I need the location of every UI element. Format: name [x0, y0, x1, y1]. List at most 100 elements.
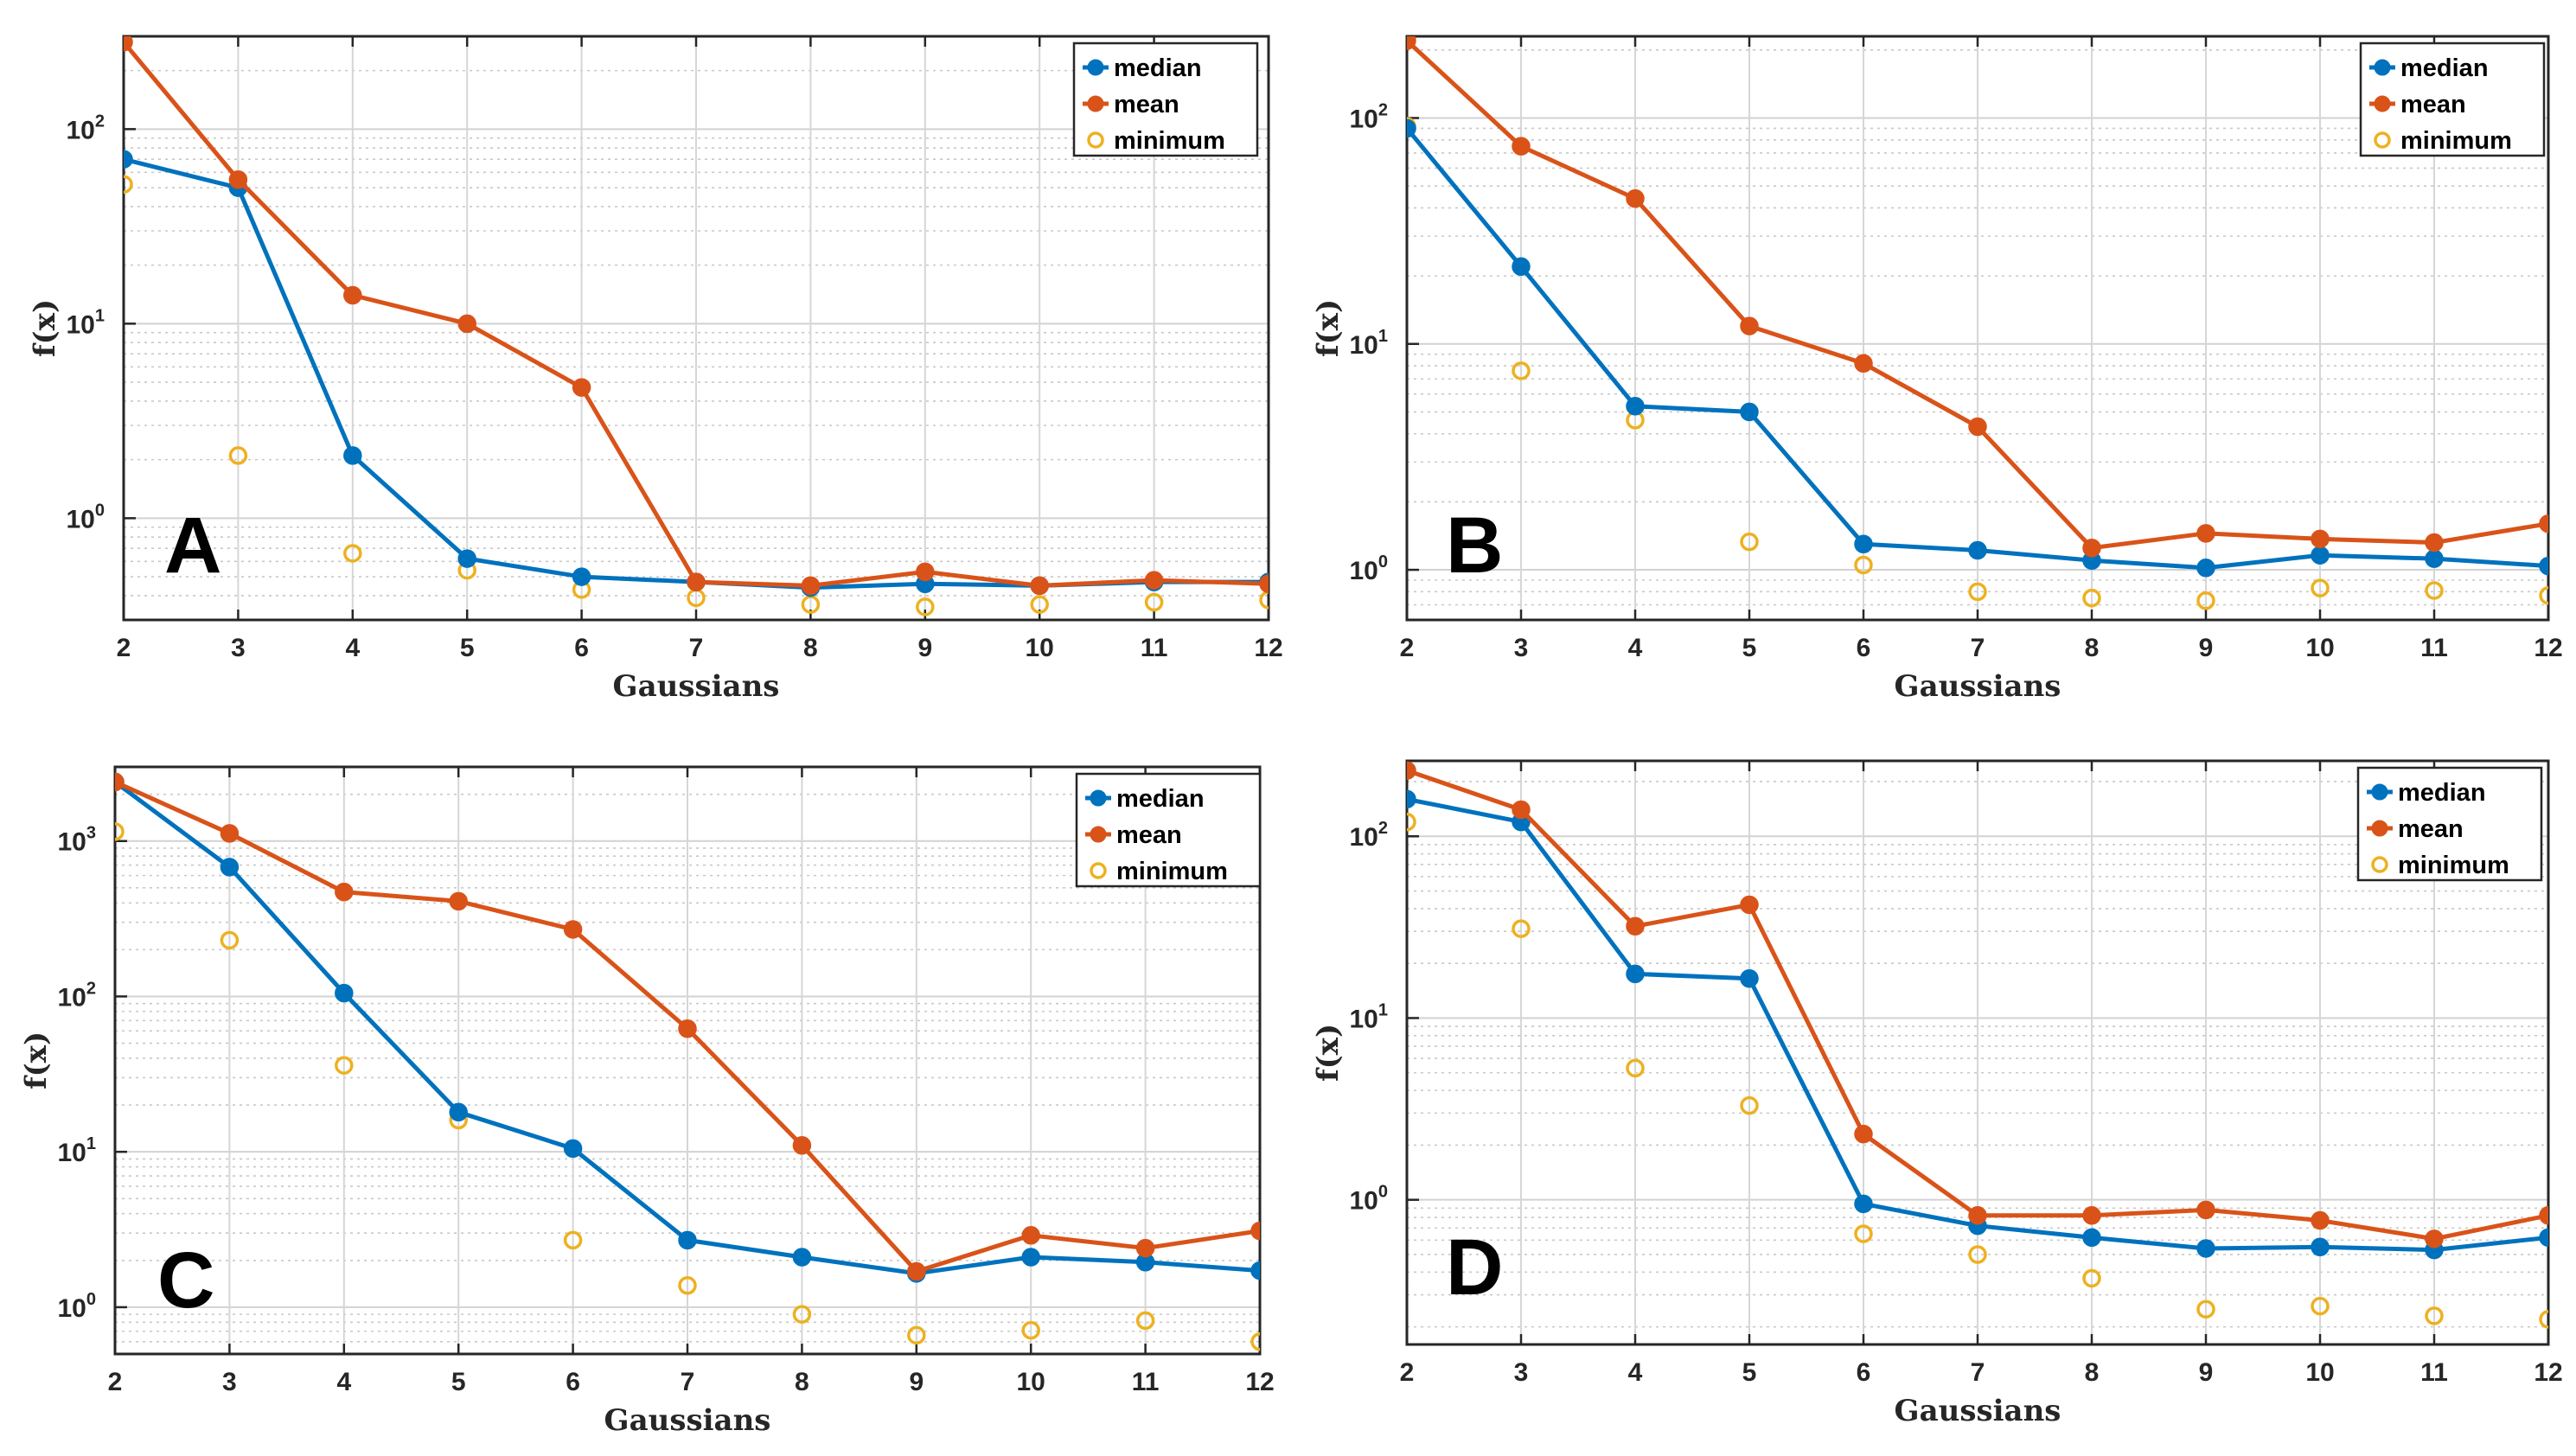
panel-d-minimum-point	[2082, 1268, 2101, 1288]
panel-b-x-tick-label: 7	[1971, 634, 1985, 662]
panel-c-mean-point	[907, 1261, 926, 1281]
panel-a-mean-point	[457, 314, 476, 334]
panel-c-x-tick-label: 7	[681, 1368, 695, 1396]
panel-c-series-median	[115, 772, 1260, 1283]
panel-d-legend-marker-minimum	[2371, 856, 2388, 873]
panel-a-minimum-point	[228, 446, 248, 465]
panel-b-median-point	[2311, 546, 2330, 565]
panel-b-legend: median mean minimum	[2359, 42, 2546, 157]
panel-a-mean-point	[1144, 571, 1164, 590]
panel-d-minimum-point	[2425, 1306, 2444, 1325]
panel-a-minimum-point	[916, 597, 935, 616]
panel-b-legend-marker-mean	[2374, 95, 2391, 112]
panel-c-mean-point	[220, 824, 240, 843]
panel-c-y-tick-label: 100	[58, 1290, 97, 1323]
panel-c-x-tick-label: 9	[909, 1368, 924, 1396]
panel-a-mean-point	[801, 576, 821, 596]
panel-b-legend-marker-median	[2374, 59, 2391, 76]
panel-a-legend: median mean minimum	[1072, 42, 1259, 157]
panel-c-minimum-point	[678, 1276, 697, 1295]
panel-b-mean-point	[1626, 188, 1645, 208]
panel-d-x-tick-label: 11	[2420, 1358, 2448, 1387]
panel-b-minimum-point	[1740, 532, 1759, 552]
panel-b-x-tick-label: 5	[1742, 634, 1757, 662]
panel-c-median-point	[1021, 1248, 1040, 1267]
panel-a-x-tick-label: 2	[117, 634, 131, 662]
panel-c-x-tick-label: 11	[1132, 1368, 1160, 1396]
panel-d-y-axis-label: f(x)	[1311, 1024, 1346, 1082]
panel-b-x-tick-label: 8	[2085, 634, 2100, 662]
panel-d-minimum-point	[1740, 1095, 1759, 1115]
panel-c-minimum-point	[1250, 1332, 1260, 1351]
panel-d-legend-marker-median	[2371, 783, 2388, 801]
panel-c-x-tick-label: 4	[336, 1368, 351, 1396]
panel-a-mean-point	[572, 378, 591, 397]
panel-a-x-tick-label: 11	[1141, 634, 1168, 662]
panel-b-mean-point	[2311, 529, 2330, 549]
panel-c-mean-point	[563, 920, 583, 939]
panel-b-minimum-point	[2311, 578, 2330, 597]
panel-d-mean-point	[1512, 800, 1531, 820]
panel-d: 2 3 4 5 6 7 8 9 10 11 12 100 101 102 Gaussians f(x) Dmed…	[1311, 759, 2563, 1428]
panel-d-x-tick-label: 8	[2085, 1358, 2100, 1387]
panel-b-series-mean	[1407, 36, 2548, 558]
panel-b-median-point	[1740, 402, 1759, 422]
panel-a-minimum-point	[1030, 595, 1049, 614]
panel-c-y-tick-label: 103	[58, 824, 97, 857]
panel-a-mean-point	[1259, 574, 1269, 593]
panel-a-y-axis-label: f(x)	[28, 299, 62, 357]
panel-c-minimum-point	[1135, 1311, 1155, 1331]
panel-a-legend-label-minimum: minimum	[1114, 127, 1225, 155]
panel-a-x-axis-label: Gaussians	[613, 669, 780, 704]
panel-c-x-tick-label: 8	[795, 1368, 809, 1396]
panel-c-minimum-point	[907, 1325, 926, 1345]
panel-b-x-tick-label: 4	[1628, 634, 1643, 662]
panel-b-minimum-point	[1968, 582, 1987, 602]
panel-d-legend-label-median: median	[2398, 779, 2486, 807]
panel-a-y-tick-label: 102	[67, 112, 105, 144]
panel-d-mean-point	[1407, 761, 1416, 780]
panel-c-minimum-point	[115, 822, 125, 841]
panel-d-x-tick-label: 9	[2199, 1358, 2214, 1387]
panel-d-mean-point	[1740, 895, 1759, 915]
panel-c-legend: median mean minimum	[1075, 772, 1262, 888]
panel-b-y-axis-label: f(x)	[1311, 299, 1346, 357]
panel-c-mean-point	[335, 882, 354, 902]
panel-d-median-point	[2311, 1237, 2330, 1257]
panel-b-x-tick-label: 12	[2534, 634, 2562, 662]
panel-b-legend-label-minimum: minimum	[2400, 127, 2512, 155]
panel-a-x-tick-label: 12	[1254, 634, 1282, 662]
panel-b-x-tick-label: 3	[1514, 634, 1529, 662]
panel-b-median-point	[1626, 397, 1645, 416]
panel-d-median-point	[1407, 789, 1416, 809]
panel-a-median-point	[343, 446, 362, 465]
panel-b-mean-point	[1740, 316, 1759, 335]
panel-c-median-point	[678, 1230, 697, 1250]
panel-d-mean-point	[1626, 916, 1645, 936]
panel-c-legend-marker-minimum	[1090, 862, 1107, 879]
panel-a-median-point	[572, 567, 591, 586]
panel-a-legend-marker-minimum	[1087, 131, 1104, 149]
panel-d-median-point	[2196, 1239, 2215, 1258]
panel-b-mean-point	[2539, 514, 2548, 533]
panel-a-mean-point	[1030, 576, 1049, 596]
panel-c-x-tick-label: 6	[566, 1368, 580, 1396]
panel-d-minimum-point	[1407, 812, 1416, 832]
panel-c-legend-marker-median	[1090, 789, 1107, 807]
panel-b-x-tick-label: 9	[2199, 634, 2214, 662]
panel-b-minimum-point	[1512, 361, 1531, 380]
panel-b-x-tick-label: 6	[1857, 634, 1871, 662]
panel-c-median-point	[1250, 1261, 1260, 1280]
panel-d-legend-label-minimum: minimum	[2398, 852, 2509, 879]
panel-c-y-tick-label: 101	[58, 1134, 97, 1167]
panel-a-legend-marker-mean	[1087, 95, 1104, 112]
panel-a-mean-point	[916, 562, 935, 582]
panel-b-median-point	[1407, 118, 1416, 138]
panel-a-y-tick-label: 101	[67, 306, 105, 339]
panel-c-x-tick-label: 2	[108, 1368, 123, 1396]
panel-b-mean-point	[1854, 354, 1873, 374]
panel-d-minimum-point	[1626, 1058, 1645, 1078]
panel-a-mean-point	[343, 285, 362, 305]
panel-c-mean-point	[449, 891, 468, 911]
